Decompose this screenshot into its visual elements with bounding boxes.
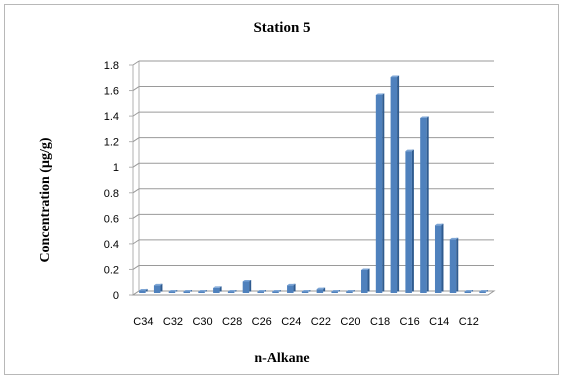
x-tick-label: C22 xyxy=(311,316,331,328)
y-tick-label: 1.4 xyxy=(104,111,119,123)
y-tick-label: 0.4 xyxy=(104,239,119,251)
y-tick-label: 1.6 xyxy=(104,86,119,98)
bar xyxy=(227,291,235,293)
bar-top xyxy=(242,280,252,282)
x-tick-label: C20 xyxy=(340,316,360,328)
x-tick-label: C24 xyxy=(281,316,301,328)
bar-side xyxy=(293,283,296,292)
bar xyxy=(449,239,457,293)
bar xyxy=(153,285,161,293)
bar xyxy=(346,291,353,293)
bar-top xyxy=(168,290,178,292)
bar-side xyxy=(219,286,222,292)
bar xyxy=(434,225,442,293)
bar xyxy=(316,289,324,293)
bar-side xyxy=(382,93,385,292)
bar xyxy=(272,291,279,293)
y-tick-label: 0.2 xyxy=(104,264,119,276)
y-tick-label: 0 xyxy=(113,290,119,302)
x-axis-label: n-Alkane xyxy=(254,351,310,366)
bar xyxy=(331,291,338,293)
x-tick-label: C12 xyxy=(459,316,479,328)
y-tick-label: 1 xyxy=(113,162,119,174)
bar-top xyxy=(198,290,207,292)
y-tick-label: 0.8 xyxy=(104,188,119,200)
bar-side xyxy=(411,149,414,292)
bar-top xyxy=(375,93,385,95)
x-tick-label: C32 xyxy=(163,316,183,328)
bar-top xyxy=(361,268,370,270)
gridline-depth xyxy=(132,239,140,245)
bar-top xyxy=(434,223,444,226)
bar-side xyxy=(367,268,370,292)
bar-top xyxy=(420,116,429,118)
bar xyxy=(301,291,309,293)
bar-top xyxy=(405,149,414,152)
bar-top xyxy=(139,288,148,291)
gridline-depth xyxy=(132,213,140,219)
chart-title: Station 5 xyxy=(253,20,311,36)
y-tick-label: 0.6 xyxy=(104,213,119,225)
bar-top xyxy=(227,290,237,292)
bar-top xyxy=(257,290,266,292)
x-tick-label: C30 xyxy=(192,316,212,328)
bar-side xyxy=(323,287,326,292)
gridline-depth xyxy=(132,265,140,270)
bar-top xyxy=(390,75,400,78)
bar xyxy=(420,117,427,293)
bar xyxy=(361,270,368,293)
gridline-depth xyxy=(132,137,140,143)
y-tick-label: 1.8 xyxy=(104,60,119,72)
chart-frame xyxy=(4,4,559,375)
x-tick-label: C28 xyxy=(222,316,242,328)
bar xyxy=(168,291,176,293)
gridline-depth xyxy=(132,162,140,168)
bar-top xyxy=(153,283,163,286)
bar-top xyxy=(183,290,193,292)
x-tick-label: C14 xyxy=(429,316,449,328)
bar xyxy=(390,77,398,293)
bar-top xyxy=(346,290,355,292)
bar-top xyxy=(464,290,474,292)
bar-top xyxy=(301,290,311,292)
bar-side xyxy=(456,237,459,292)
bar-top xyxy=(272,290,281,292)
bar-top xyxy=(316,287,326,290)
bar xyxy=(257,291,264,293)
gridline-depth xyxy=(132,188,140,194)
x-tick-label: C16 xyxy=(400,316,420,328)
bar xyxy=(464,291,472,293)
bar-side xyxy=(145,288,148,292)
bar-top xyxy=(287,283,296,286)
x-tick-label: C18 xyxy=(370,316,390,328)
bar-side xyxy=(426,116,429,292)
x-tick-label: C26 xyxy=(252,316,272,328)
bar xyxy=(183,291,191,293)
bar-side xyxy=(160,283,163,292)
x-tick-label: C34 xyxy=(133,316,153,328)
bar xyxy=(479,291,486,293)
bar xyxy=(198,291,205,293)
bar xyxy=(242,281,250,293)
bar-side xyxy=(249,280,252,292)
bar xyxy=(405,151,412,293)
bar-top xyxy=(213,286,222,288)
bar xyxy=(139,290,146,293)
bar-top xyxy=(331,290,340,292)
bar xyxy=(375,94,383,293)
gridline-depth xyxy=(132,60,140,66)
bar-side xyxy=(441,223,444,292)
bar-top xyxy=(479,290,488,292)
chart-floor xyxy=(131,290,496,296)
bar-side xyxy=(397,75,400,292)
gridline-depth xyxy=(132,111,140,117)
y-tick-label: 1.2 xyxy=(104,137,119,149)
bar xyxy=(287,285,294,293)
bar xyxy=(213,287,220,293)
gridline-depth xyxy=(132,86,140,91)
bar-top xyxy=(449,237,459,240)
